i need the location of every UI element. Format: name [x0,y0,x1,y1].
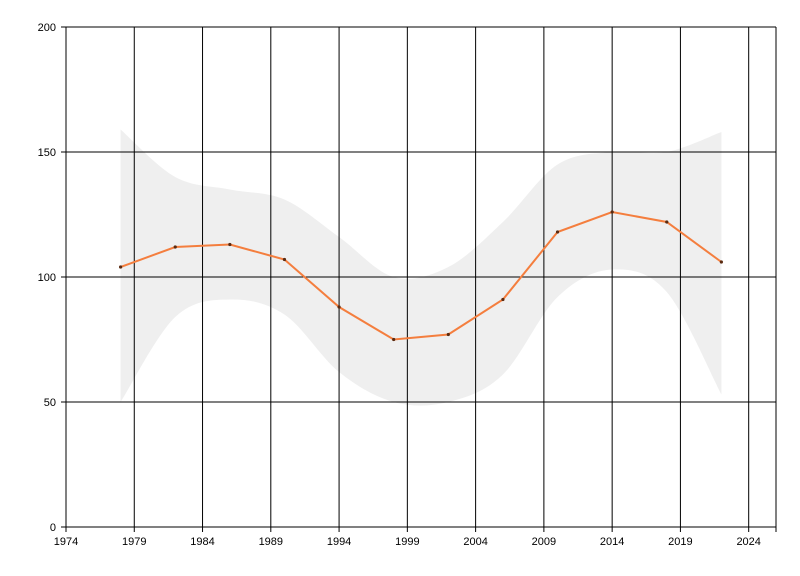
data-point [555,230,560,234]
data-point [173,245,177,249]
x-tick-label: 2009 [532,536,556,548]
y-tick-label: 150 [38,147,56,159]
x-tick-label: 1989 [259,536,283,548]
x-tick-label: 1984 [190,536,214,548]
x-tick-label: 2014 [600,536,624,548]
data-point [392,337,396,342]
data-point [665,220,669,224]
x-tick-label: 2004 [463,536,487,548]
x-tick-label: 1994 [327,536,351,548]
data-point [119,265,123,269]
x-tick-label: 2024 [736,536,760,548]
data-point [228,242,232,247]
data-point [282,257,287,262]
y-tick-label: 50 [44,397,56,409]
x-tick-label: 2019 [668,536,692,548]
x-tick-label: 1974 [54,536,78,548]
data-point [501,297,505,302]
x-tick-label: 1979 [122,536,146,548]
y-tick-label: 0 [50,522,56,534]
data-point [337,305,341,309]
data-point [610,210,614,214]
data-point [719,260,723,264]
x-tick-label: 1999 [395,536,419,548]
confidence-band [120,129,722,406]
y-tick-label: 200 [38,22,56,34]
series-line [120,210,722,341]
y-tick-label: 100 [38,272,56,284]
data-point [446,332,450,337]
